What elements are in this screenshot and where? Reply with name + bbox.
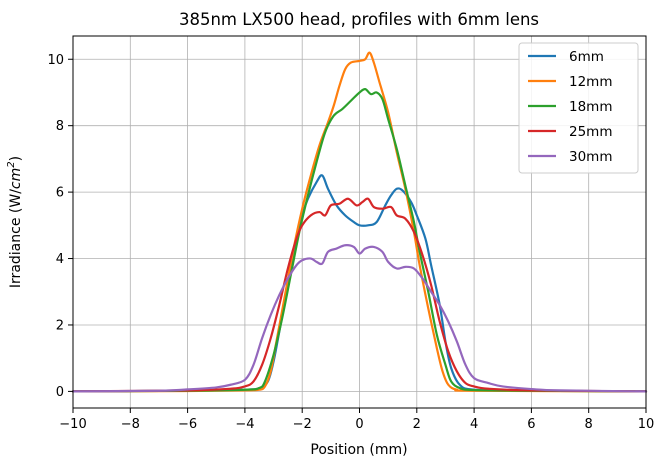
- series-lines: [71, 51, 648, 393]
- series-line-30mm: [71, 244, 648, 393]
- x-axis-ticks: −10 −8 −6 −4 −2 0 2 4 6 8 10: [59, 408, 654, 432]
- x-tick-label: 6: [527, 417, 535, 432]
- y-axis-ticks: 0 2 4 6 8 10: [47, 53, 73, 400]
- x-tick-label: 4: [470, 417, 478, 432]
- y-tick-label: 0: [56, 385, 64, 400]
- chart-title: 385nm LX500 head, profiles with 6mm lens: [179, 10, 539, 29]
- legend-label-12mm: 12mm: [569, 74, 612, 90]
- series-line-18mm: [71, 88, 648, 393]
- x-tick-label: 2: [413, 417, 421, 432]
- legend: 6mm 12mm 18mm 25mm 30mm: [518, 42, 639, 174]
- x-tick-label: −10: [59, 417, 86, 432]
- y-tick-label: 4: [56, 252, 64, 267]
- x-tick-label: 8: [585, 417, 593, 432]
- x-tick-label: −2: [293, 417, 312, 432]
- y-tick-label: 10: [47, 53, 64, 68]
- y-tick-label: 2: [56, 318, 64, 333]
- legend-label-30mm: 30mm: [569, 149, 612, 165]
- legend-label-18mm: 18mm: [569, 99, 612, 115]
- y-axis-label: Irradiance (W/cm2): [6, 156, 24, 288]
- x-tick-label: −8: [121, 417, 140, 432]
- x-tick-label: −4: [235, 417, 254, 432]
- legend-label-25mm: 25mm: [569, 124, 612, 140]
- series-line-12mm: [71, 51, 648, 393]
- y-tick-label: 8: [56, 119, 64, 134]
- legend-box: [518, 42, 639, 174]
- y-tick-label: 6: [56, 186, 64, 201]
- x-tick-label: 10: [638, 417, 655, 432]
- x-tick-label: 0: [355, 417, 363, 432]
- x-axis-label: Position (mm): [310, 442, 407, 458]
- legend-label-6mm: 6mm: [569, 49, 604, 65]
- x-tick-label: −6: [178, 417, 197, 432]
- series-line-25mm: [71, 197, 648, 393]
